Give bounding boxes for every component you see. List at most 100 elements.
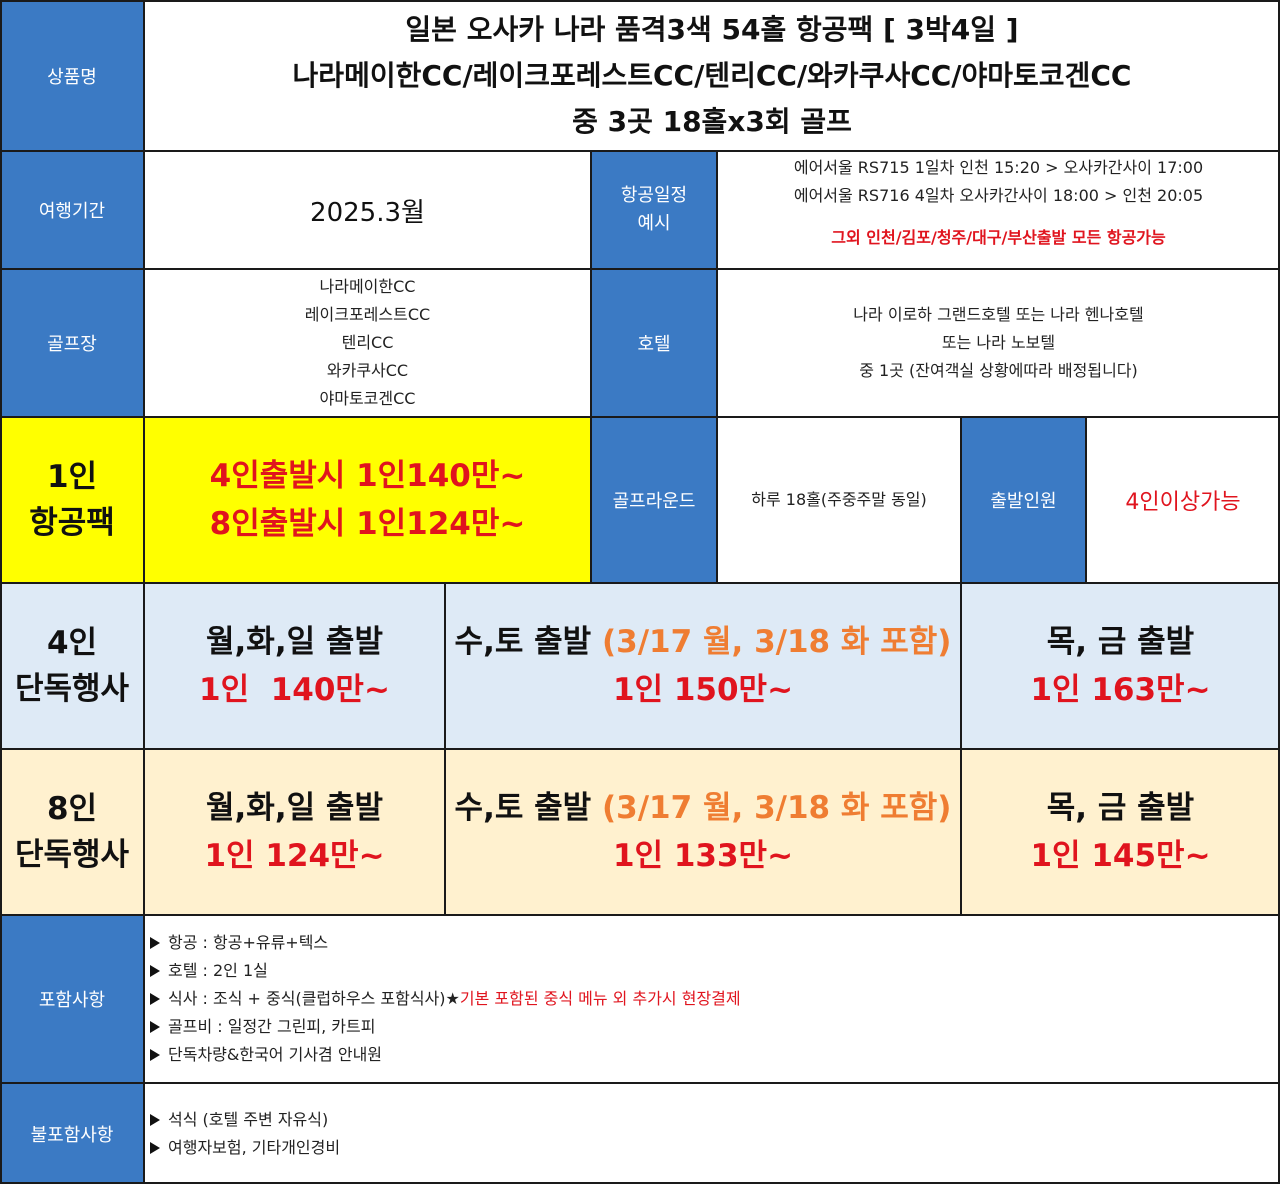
grid-line: [0, 748, 1280, 750]
period-label: 여행기간: [0, 151, 144, 269]
hotel-line1: 나라 이로하 그랜드호텔 또는 나라 헨나호텔: [853, 305, 1144, 324]
golf-course-1: 나라메이한CC: [319, 277, 416, 296]
group8-b-days: 수,토 출발: [454, 790, 602, 826]
group8-label: 8인 단독행사: [0, 749, 144, 915]
included-label: 포함사항: [0, 915, 144, 1083]
bullet-triangle-icon: [150, 937, 160, 949]
group8-label-line2: 단독행사: [14, 837, 130, 873]
grid-line: [1278, 0, 1280, 1184]
group8-option-b: 수,토 출발 (3/17 월, 3/18 화 포함) 1인 133만~: [445, 749, 961, 915]
bullet-triangle-icon: [150, 1021, 160, 1033]
golf-course-2: 레이크포레스트CC: [304, 305, 431, 324]
hotel-line3: 중 1곳 (잔여객실 상황에따라 배정됩니다): [859, 361, 1138, 380]
group4-a-days: 월,화,일 출발: [206, 624, 383, 660]
product-title-line2: 나라메이한CC/레이크포레스트CC/텐리CC/와카쿠사CC/야마토코겐CC: [292, 58, 1132, 92]
pack-price-8: 8인출발시 1인124만~: [209, 506, 526, 542]
included-item-2: 호텔 : 2인 1실: [150, 957, 268, 985]
included-item-1: 항공 : 항공+유류+텍스: [150, 929, 328, 957]
grid-line: [143, 0, 145, 1184]
group4-b-price: 1인 150만~: [612, 672, 794, 708]
golf-course-4: 와카쿠사CC: [326, 361, 409, 380]
group8-option-c: 목, 금 출발 1인 145만~: [961, 749, 1280, 915]
grid-line: [0, 914, 1280, 916]
product-title-line3: 중 3곳 18홀x3회 골프: [572, 104, 852, 138]
bullet-triangle-icon: [150, 965, 160, 977]
pack-prices: 4인출발시 1인140만~ 8인출발시 1인124만~: [144, 417, 591, 583]
bullet-triangle-icon: [150, 993, 160, 1005]
included-item-4: 골프비 : 일정간 그린피, 카트피: [150, 1013, 375, 1041]
round-value: 하루 18홀(주중주말 동일): [751, 490, 927, 509]
group4-b-days-row: 수,토 출발 (3/17 월, 3/18 화 포함): [455, 618, 952, 666]
grid-line: [1085, 417, 1087, 583]
group4-option-b: 수,토 출발 (3/17 월, 3/18 화 포함) 1인 150만~: [445, 583, 961, 749]
grid-line: [960, 417, 962, 915]
pack-label: 1인 항공팩: [0, 417, 144, 583]
golf-course-list: 나라메이한CC 레이크포레스트CC 텐리CC 와카쿠사CC 야마토코겐CC: [144, 269, 591, 417]
excluded-item-1: 석식 (호텔 주변 자유식): [150, 1106, 328, 1134]
grid-line: [590, 151, 592, 583]
flight-schedule: 에어서울 RS715 1일차 인천 15:20 > 오사카간사이 17:00 에…: [717, 151, 1280, 269]
pack-label-line2: 항공팩: [29, 505, 115, 541]
group8-c-days: 목, 금 출발: [1046, 790, 1195, 826]
product-title: 일본 오사카 나라 품격3색 54홀 항공팩 [ 3박4일 ] 나라메이한CC/…: [144, 0, 1280, 151]
departure-value: 4인이상가능: [1125, 490, 1241, 515]
included-item-3: 식사 : 조식 + 중식(클럽하우스 포함식사)★기본 포함된 중식 메뉴 외 …: [150, 985, 741, 1013]
group8-b-price: 1인 133만~: [612, 838, 794, 874]
bullet-triangle-icon: [150, 1049, 160, 1061]
included-list: 항공 : 항공+유류+텍스 호텔 : 2인 1실 식사 : 조식 + 중식(클럽…: [144, 915, 1280, 1083]
group8-a-days: 월,화,일 출발: [206, 790, 383, 826]
group4-c-price: 1인 163만~: [1030, 672, 1211, 708]
excluded-item-2: 여행자보험, 기타개인경비: [150, 1134, 340, 1162]
group4-b-note: (3/17 월, 3/18 화 포함): [602, 624, 952, 660]
group4-c-days: 목, 금 출발: [1046, 624, 1195, 660]
group4-option-a: 월,화,일 출발 1인 140만~: [144, 583, 445, 749]
grid-line: [0, 1182, 1280, 1184]
grid-line: [0, 582, 1280, 584]
departure-label: 출발인원: [961, 417, 1086, 583]
golf-course-5: 야마토코겐CC: [319, 389, 416, 408]
group4-label: 4인 단독행사: [0, 583, 144, 749]
flight-label-line1: 항공일정: [620, 185, 688, 206]
group8-option-a: 월,화,일 출발 1인 124만~: [144, 749, 445, 915]
grid-line: [716, 151, 718, 583]
group8-b-days-row: 수,토 출발 (3/17 월, 3/18 화 포함): [455, 784, 952, 832]
excluded-label: 불포함사항: [0, 1083, 144, 1184]
group4-b-days: 수,토 출발: [454, 624, 602, 660]
period-value: 2025.3월: [310, 197, 425, 228]
grid-line: [0, 0, 1280, 2]
flight-label: 항공일정 예시: [591, 151, 717, 269]
group8-c-price: 1인 145만~: [1030, 838, 1211, 874]
group8-a-price: 1인 124만~: [204, 838, 385, 874]
grid-line: [0, 268, 1280, 270]
hotel-line2: 또는 나라 노보텔: [941, 333, 1056, 352]
excluded-list: 석식 (호텔 주변 자유식) 여행자보험, 기타개인경비: [144, 1083, 1280, 1184]
round-label: 골프라운드: [591, 417, 717, 583]
grid-line: [0, 0, 2, 1184]
flight-line1: 에어서울 RS715 1일차 인천 15:20 > 오사카간사이 17:00: [793, 158, 1204, 177]
group8-label-line1: 8인: [46, 791, 98, 827]
hotel-label: 호텔: [591, 269, 717, 417]
included-item-5: 단독차량&한국어 기사겸 안내원: [150, 1041, 382, 1069]
flight-note: 그외 인천/김포/청주/대구/부산출발 모든 항공가능: [831, 228, 1166, 247]
group4-a-price: 1인 140만~: [199, 672, 390, 708]
product-title-line1: 일본 오사카 나라 품격3색 54홀 항공팩 [ 3박4일 ]: [405, 12, 1019, 46]
group4-option-c: 목, 금 출발 1인 163만~: [961, 583, 1280, 749]
grid-line: [0, 1082, 1280, 1084]
grid-line: [444, 583, 446, 915]
pack-label-line1: 1인: [46, 459, 98, 495]
golf-course-label: 골프장: [0, 269, 144, 417]
grid-line: [0, 150, 1280, 152]
golf-course-3: 텐리CC: [341, 333, 394, 352]
bullet-triangle-icon: [150, 1141, 160, 1154]
bullet-triangle-icon: [150, 1113, 160, 1126]
hotel-info: 나라 이로하 그랜드호텔 또는 나라 헨나호텔 또는 나라 노보텔 중 1곳 (…: [717, 269, 1280, 417]
grid-line: [0, 416, 1280, 418]
group4-label-line2: 단독행사: [14, 671, 130, 707]
product-label: 상품명: [0, 0, 144, 151]
group8-b-note: (3/17 월, 3/18 화 포함): [602, 790, 952, 826]
meal-note: 기본 포함된 중식 메뉴 외 추가시 현장결제: [459, 989, 741, 1008]
group4-label-line1: 4인: [46, 625, 98, 661]
flight-line2: 에어서울 RS716 4일차 오사카간사이 18:00 > 인천 20:05: [793, 186, 1204, 205]
pack-price-4: 4인출발시 1인140만~: [209, 458, 526, 494]
